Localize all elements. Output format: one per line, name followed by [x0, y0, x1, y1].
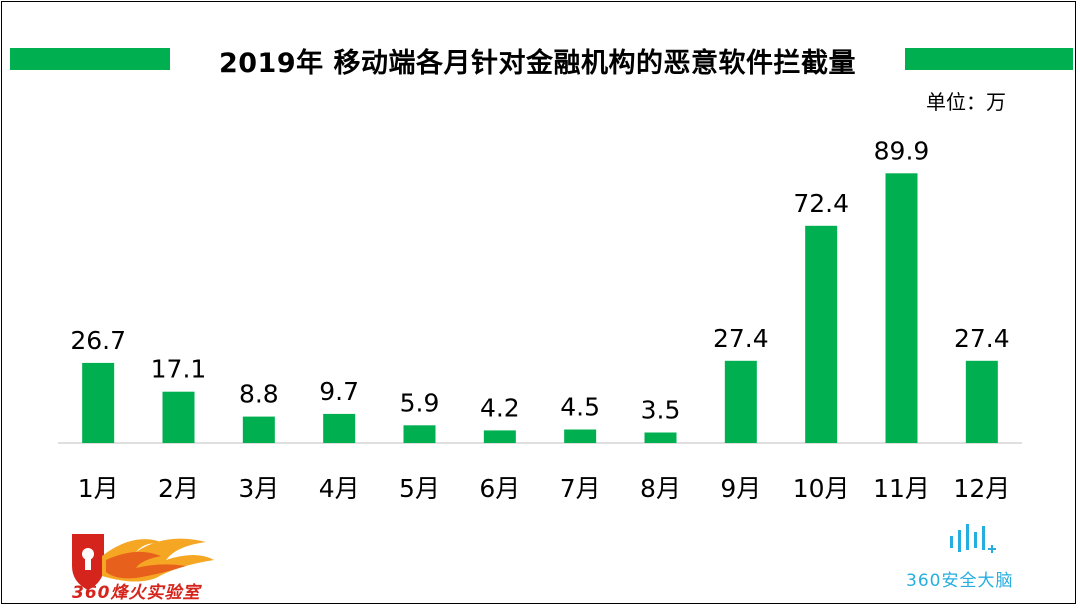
category-label-2: 2月 [158, 474, 199, 503]
data-label-12: 27.4 [954, 324, 1010, 353]
security-brain-logo-icon [950, 524, 996, 553]
security-brain-logo-text: 360安全大脑 [906, 571, 1014, 591]
data-label-6: 4.2 [480, 393, 520, 422]
data-label-8: 3.5 [641, 396, 681, 425]
category-label-9: 9月 [720, 474, 761, 503]
bar-12 [965, 360, 998, 443]
bar-7 [564, 429, 597, 443]
category-label-1: 1月 [78, 474, 119, 503]
data-label-7: 4.5 [560, 393, 600, 422]
chart-title: 2019年 移动端各月针对金融机构的恶意软件拦截量 [218, 47, 857, 79]
category-label-12: 12月 [953, 474, 1010, 503]
title-accent-bar-right [905, 48, 1073, 70]
bar-3 [242, 416, 275, 443]
bar-6 [483, 430, 516, 443]
data-label-1: 26.7 [70, 326, 126, 355]
fire-lab-logo-text: 360烽火实验室 [72, 583, 201, 603]
data-label-5: 5.9 [400, 388, 440, 417]
bar-8 [644, 432, 677, 443]
bar-9 [724, 360, 757, 443]
category-label-10: 10月 [793, 474, 850, 503]
data-label-2: 17.1 [151, 355, 207, 384]
data-label-3: 8.8 [239, 380, 279, 409]
category-label-3: 3月 [238, 474, 279, 503]
bar-2 [162, 391, 195, 443]
category-label-8: 8月 [640, 474, 681, 503]
bar-1 [82, 362, 115, 443]
bar-11 [885, 173, 918, 444]
category-label-5: 5月 [399, 474, 440, 503]
bar-5 [403, 425, 436, 443]
category-label-6: 6月 [479, 474, 520, 503]
unit-label: 单位：万 [926, 90, 1006, 114]
category-label-11: 11月 [873, 474, 930, 503]
data-label-4: 9.7 [319, 377, 359, 406]
title-accent-bar-left [10, 48, 170, 70]
category-label-7: 7月 [560, 474, 601, 503]
data-label-11: 89.9 [874, 136, 930, 165]
category-label-4: 4月 [319, 474, 360, 503]
data-label-10: 72.4 [793, 189, 849, 218]
bar-10 [805, 225, 838, 443]
bar-4 [323, 413, 356, 443]
fire-lab-logo-icon [72, 534, 214, 590]
data-label-9: 27.4 [713, 324, 769, 353]
